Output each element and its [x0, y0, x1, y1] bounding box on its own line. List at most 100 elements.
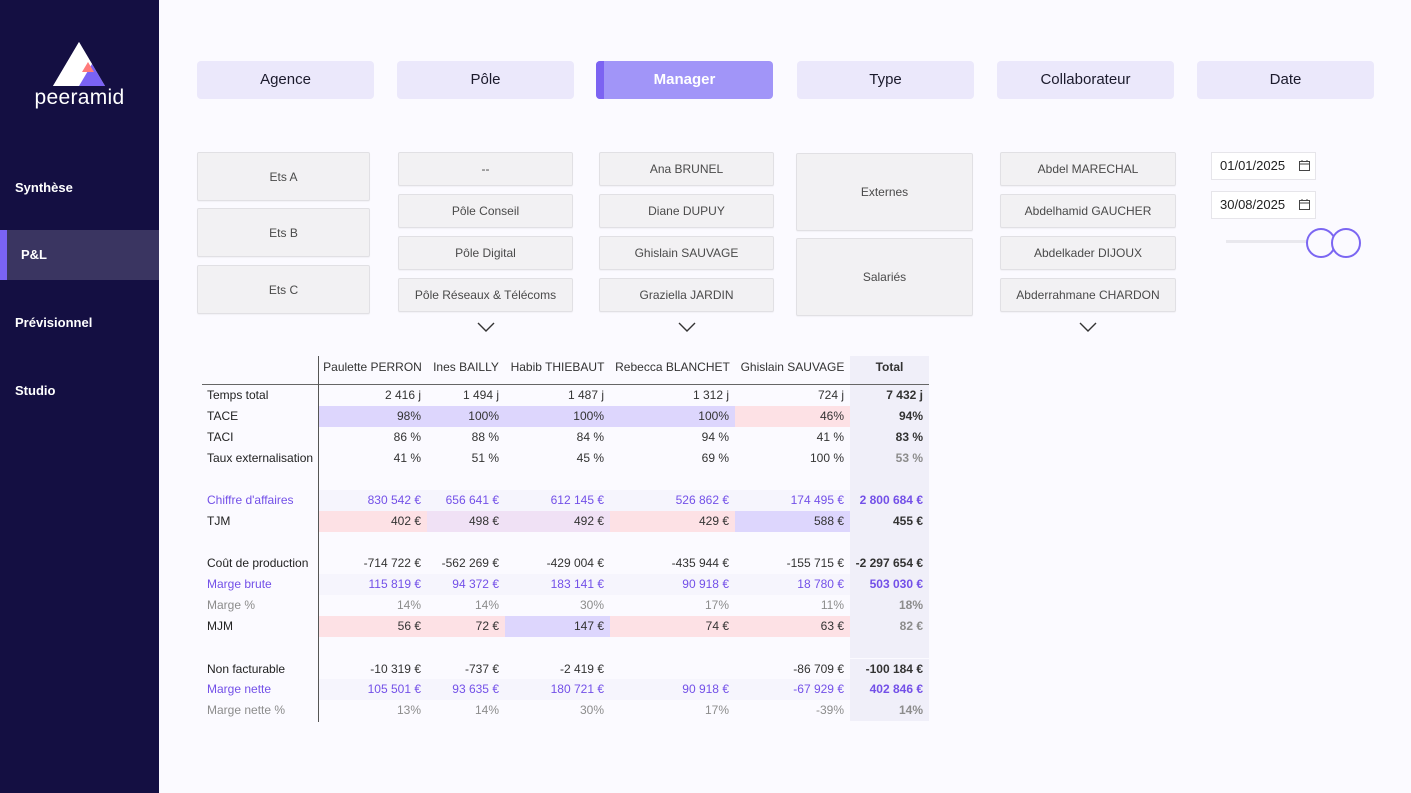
- table-row: Marge nette % 13% 14% 30% 17% -39% 14%: [202, 700, 929, 721]
- table-cell: 41 %: [393, 451, 421, 465]
- total-cell: -2 297 654 €: [850, 553, 929, 574]
- slicer-manager-item[interactable]: Graziella JARDIN: [599, 278, 774, 312]
- nav-pl[interactable]: P&L: [0, 230, 159, 280]
- slicer-type-item[interactable]: Externes: [796, 153, 973, 231]
- column-header[interactable]: Paulette PERRON: [323, 360, 422, 374]
- total-cell: 53 %: [850, 448, 929, 469]
- table-cell: -155 715 €: [786, 556, 844, 570]
- column-header[interactable]: Ines BAILLY: [433, 360, 499, 374]
- table-cell: -86 709 €: [793, 662, 844, 676]
- date-range-slider-track[interactable]: [1226, 240, 1346, 243]
- tab-type[interactable]: Type: [797, 61, 974, 99]
- nav-previsionnel[interactable]: Prévisionnel: [15, 315, 93, 330]
- start-date-input[interactable]: 01/01/2025: [1211, 152, 1316, 180]
- table-cell: 11%: [820, 598, 844, 612]
- tab-manager[interactable]: Manager: [596, 61, 773, 99]
- chevron-down-icon[interactable]: [1078, 321, 1098, 333]
- row-label: Marge nette %: [207, 703, 286, 717]
- table-cell: 1 487 j: [567, 388, 604, 402]
- slicer-pole-item[interactable]: Pôle Réseaux & Télécoms: [398, 278, 573, 312]
- table-cell: 724 j: [817, 388, 844, 402]
- slicer-pole-item[interactable]: --: [398, 152, 573, 186]
- table-cell: 13%: [396, 703, 421, 717]
- tab-agence[interactable]: Agence: [197, 61, 374, 99]
- slider-end-handle[interactable]: [1331, 228, 1361, 258]
- slicer-pole-item[interactable]: Pôle Digital: [398, 236, 573, 270]
- table-row: Chiffre d'affaires 830 542 € 656 641 € 6…: [202, 490, 929, 511]
- chevron-down-icon[interactable]: [677, 321, 697, 333]
- column-header[interactable]: Ghislain SAUVAGE: [740, 360, 845, 374]
- table-cell: -10 319 €: [370, 662, 421, 676]
- table-row: Coût de production -714 722 € -562 269 €…: [202, 553, 929, 574]
- table-cell: 94 %: [701, 430, 729, 444]
- table-cell: 100%: [505, 406, 610, 427]
- slicer-collaborateur-item[interactable]: Abdel MARECHAL: [1000, 152, 1176, 186]
- table-cell: 180 721 €: [505, 679, 610, 700]
- slicer-agence-item[interactable]: Ets B: [197, 208, 370, 257]
- slicer-manager-item[interactable]: Ghislain SAUVAGE: [599, 236, 774, 270]
- total-cell: 82 €: [850, 616, 929, 637]
- table-cell: 98%: [318, 406, 427, 427]
- table-cell: 90 918 €: [610, 574, 735, 595]
- table-cell: 86 %: [393, 430, 421, 444]
- row-label: TACI: [207, 430, 234, 444]
- tab-pole[interactable]: Pôle: [397, 61, 574, 99]
- table-cell: 17%: [704, 598, 729, 612]
- row-label: Chiffre d'affaires: [207, 493, 294, 507]
- table-cell: 17%: [704, 703, 729, 717]
- table-cell: -714 722 €: [363, 556, 421, 570]
- table-cell: 588 €: [735, 511, 850, 532]
- column-header[interactable]: Habib THIEBAUT: [510, 360, 605, 374]
- calendar-icon[interactable]: [1299, 160, 1310, 171]
- logo-text: peeramid: [34, 86, 125, 109]
- table-cell: -737 €: [464, 662, 499, 676]
- table-cell: 105 501 €: [318, 679, 427, 700]
- table-cell: 100 %: [809, 451, 844, 465]
- nav-synthese[interactable]: Synthèse: [15, 180, 73, 195]
- chevron-down-icon[interactable]: [476, 321, 496, 333]
- column-header-total[interactable]: Total: [850, 356, 929, 384]
- spacer-row: [202, 469, 929, 490]
- table-cell: 72 €: [427, 616, 505, 637]
- table-cell: 45 %: [576, 451, 604, 465]
- table-cell: 14%: [396, 598, 421, 612]
- table-cell: -429 004 €: [546, 556, 604, 570]
- row-label: Marge %: [207, 598, 256, 612]
- slicer-agence-item[interactable]: Ets C: [197, 265, 370, 314]
- table-cell: 90 918 €: [610, 679, 735, 700]
- slicer-agence-item[interactable]: Ets A: [197, 152, 370, 201]
- table-row: Marge % 14% 14% 30% 17% 11% 18%: [202, 595, 929, 616]
- slicer-collaborateur-item[interactable]: Abdelhamid GAUCHER: [1000, 194, 1176, 228]
- row-label: Marge nette: [207, 682, 272, 696]
- table-cell: 63 €: [735, 616, 850, 637]
- slicer-collaborateur-item[interactable]: Abderrahmane CHARDON: [1000, 278, 1176, 312]
- table-cell: 498 €: [427, 511, 505, 532]
- total-cell: 94%: [850, 406, 929, 427]
- table-row: Non facturable -10 319 € -737 € -2 419 €…: [202, 659, 929, 680]
- table-cell: 429 €: [610, 511, 735, 532]
- table-row: MJM 56 € 72 € 147 € 74 € 63 € 82 €: [202, 616, 929, 637]
- tab-collaborateur[interactable]: Collaborateur: [997, 61, 1174, 99]
- slicer-pole-item[interactable]: Pôle Conseil: [398, 194, 573, 228]
- tab-date[interactable]: Date: [1197, 61, 1374, 99]
- table-cell: 14%: [474, 598, 499, 612]
- row-label: Marge brute: [207, 577, 272, 591]
- calendar-icon[interactable]: [1299, 199, 1310, 210]
- table-cell: 492 €: [505, 511, 610, 532]
- peeramid-logo: peeramid: [0, 38, 159, 118]
- nav-studio[interactable]: Studio: [15, 383, 56, 398]
- end-date-input[interactable]: 30/08/2025: [1211, 191, 1316, 219]
- slicer-manager-item[interactable]: Ana BRUNEL: [599, 152, 774, 186]
- table-header-row: Paulette PERRON Ines BAILLY Habib THIEBA…: [202, 356, 929, 384]
- slicer-manager-item[interactable]: Diane DUPUY: [599, 194, 774, 228]
- end-date-value: 30/08/2025: [1220, 197, 1286, 212]
- row-label: Taux externalisation: [207, 451, 314, 465]
- table-cell: [610, 659, 735, 680]
- table-cell: 526 862 €: [610, 490, 735, 511]
- table-cell: 147 €: [505, 616, 610, 637]
- slicer-collaborateur-item[interactable]: Abdelkader DIJOUX: [1000, 236, 1176, 270]
- column-header[interactable]: Rebecca BLANCHET: [615, 360, 730, 374]
- slicer-type-item[interactable]: Salariés: [796, 238, 973, 316]
- table-cell: 88 %: [471, 430, 499, 444]
- total-cell: 18%: [850, 595, 929, 616]
